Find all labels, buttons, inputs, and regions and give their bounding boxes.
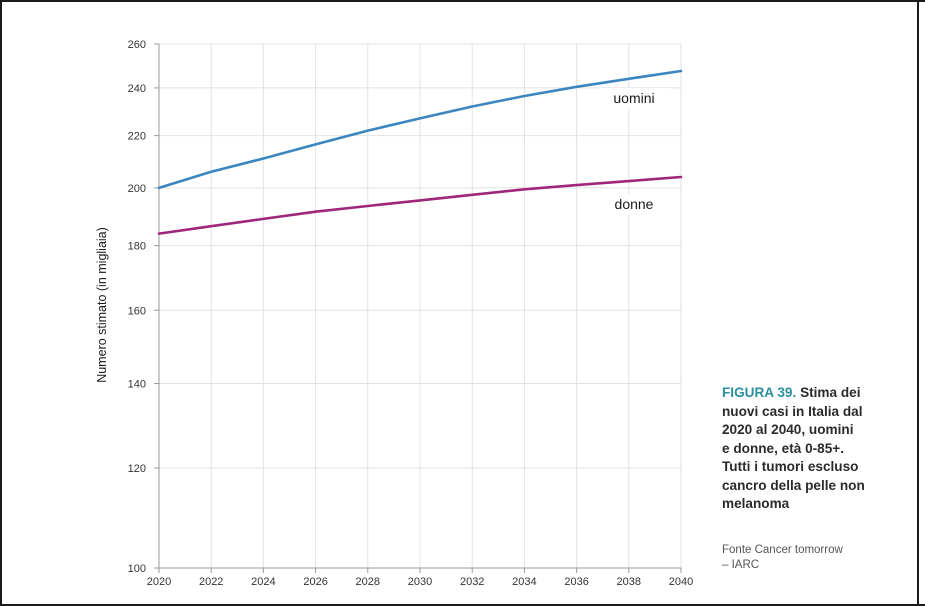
caption-line-1: Stima dei bbox=[800, 385, 861, 400]
figure-number: FIGURA 39. bbox=[722, 385, 797, 400]
figure-source: Fonte Cancer tomorrow – IARC bbox=[722, 543, 912, 573]
x-tick-label-2034: 2034 bbox=[512, 576, 536, 588]
y-tick-label-100: 100 bbox=[128, 563, 146, 575]
x-tick-label-2028: 2028 bbox=[356, 576, 380, 588]
caption-line-5: Tutti i tumori escluso bbox=[722, 459, 859, 474]
y-tick-label-180: 180 bbox=[128, 241, 146, 253]
horizontal-gridlines bbox=[159, 43, 681, 469]
caption-line-7: melanoma bbox=[722, 496, 790, 511]
x-tick-label-2040: 2040 bbox=[669, 576, 693, 588]
x-tick-label-2024: 2024 bbox=[251, 576, 275, 588]
caption-line-4: e donne, età 0-85+. bbox=[722, 440, 845, 456]
y-tick-label-200: 200 bbox=[128, 183, 146, 195]
x-tick-label-2038: 2038 bbox=[617, 576, 641, 588]
x-tick-label-2026: 2026 bbox=[303, 576, 327, 588]
series-label-bg-donne bbox=[600, 194, 670, 216]
series-line-donne bbox=[157, 175, 683, 235]
figure-caption: FIGURA 39. Stima dei nuovi casi in Itali… bbox=[722, 384, 912, 514]
x-tick-label-2030: 2030 bbox=[408, 576, 432, 588]
source-line-1: Fonte Cancer tomorrow bbox=[722, 544, 843, 556]
caption-line-6: cancro della pelle non bbox=[722, 477, 865, 493]
caption-line-3: 2020 al 2040, uomini bbox=[722, 422, 854, 437]
y-tick-label-120: 120 bbox=[128, 463, 146, 475]
series-labels: uomini donne bbox=[600, 88, 670, 216]
series-line-uomini bbox=[157, 69, 683, 190]
x-tick-label-2036: 2036 bbox=[564, 576, 588, 588]
series-layer bbox=[157, 69, 683, 235]
series-label-uomini: uomini bbox=[613, 90, 654, 106]
y-tick-label-260: 260 bbox=[128, 39, 146, 51]
y-tick-label-220: 220 bbox=[128, 131, 146, 143]
vertical-gridlines bbox=[210, 44, 682, 568]
y-axis-title: Numero stimato (in migliaia) bbox=[95, 227, 109, 383]
x-tick-label-2032: 2032 bbox=[460, 576, 484, 588]
source-line-2: – IARC bbox=[722, 559, 760, 571]
y-tick-label-160: 160 bbox=[128, 305, 146, 317]
y-tick-label-140: 140 bbox=[128, 378, 146, 390]
x-tick-label-2022: 2022 bbox=[199, 576, 223, 588]
series-label-donne: donne bbox=[615, 196, 654, 212]
y-axis-ticks: 100 120 140 160 180 200 220 240 260 bbox=[128, 39, 159, 575]
x-axis-ticks: 2020 2022 2024 2026 2028 2030 2032 2034 2036 2038… bbox=[147, 568, 693, 588]
frame-right-border bbox=[917, 0, 919, 606]
series-label-bg-uomini bbox=[600, 88, 670, 110]
x-tick-label-2020: 2020 bbox=[147, 576, 171, 588]
caption-line-2: nuovi casi in Italia dal bbox=[722, 403, 863, 419]
y-tick-label-240: 240 bbox=[128, 83, 146, 95]
